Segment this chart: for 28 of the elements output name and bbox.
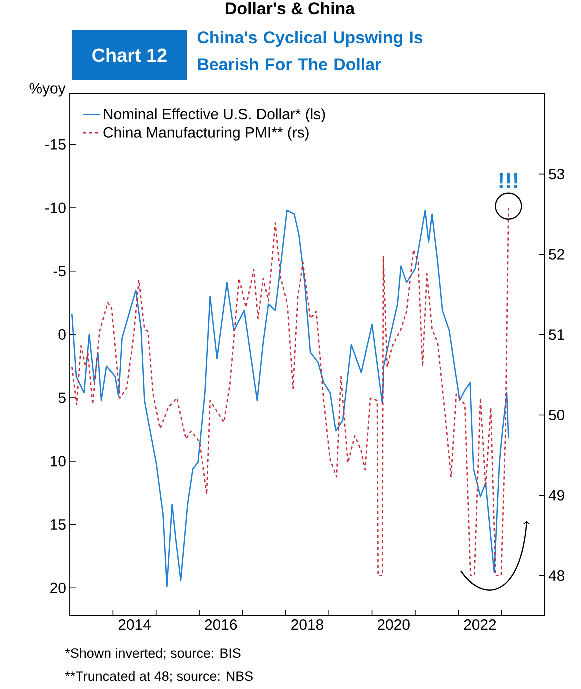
y-tick-label: 5: [58, 392, 66, 404]
y-tick-label: -5: [54, 266, 66, 277]
chart-title: Dollar's & China: [226, 2, 356, 15]
x-tick-label: 2022: [464, 620, 496, 630]
x-tick-label: 2020: [378, 620, 410, 630]
caption: Chart 12: [92, 48, 167, 62]
text: *Shown inverted; source: BIS: [65, 648, 241, 660]
legend-label: Nominal Effective U.S. Dollar* (ls): [104, 108, 326, 123]
legend-label: China Manufacturing PMI** (rs): [104, 126, 309, 141]
y-tick-label: 0: [58, 329, 66, 340]
y2-tick-label: 48: [548, 570, 564, 582]
x-tick-label: 2014: [118, 620, 151, 630]
x-tick-label: 2018: [292, 620, 324, 630]
y2-tick-label: 49: [548, 490, 564, 501]
y-tick-label: 20: [50, 582, 66, 594]
y-tick-label: -10: [46, 202, 66, 214]
y2-tick-label: 50: [549, 410, 565, 421]
x-tick-label: 2016: [205, 620, 238, 630]
y-tick-label: 10: [51, 456, 66, 467]
y2-tick-label: 51: [549, 330, 564, 340]
y2-tick-label: 52: [549, 249, 564, 260]
annotation: !!!: [500, 173, 518, 188]
text: **Truncated at 48; source: NBS: [65, 671, 253, 683]
y2-tick-label: 53: [549, 169, 564, 180]
y-tick-label: 15: [51, 520, 66, 530]
y-tick-label: -15: [46, 139, 66, 150]
y-axis-title: %yoy: [30, 83, 66, 97]
chart-subtitle: China's Cyclical Upswing Is Bearish For The Dollar: [198, 31, 423, 71]
